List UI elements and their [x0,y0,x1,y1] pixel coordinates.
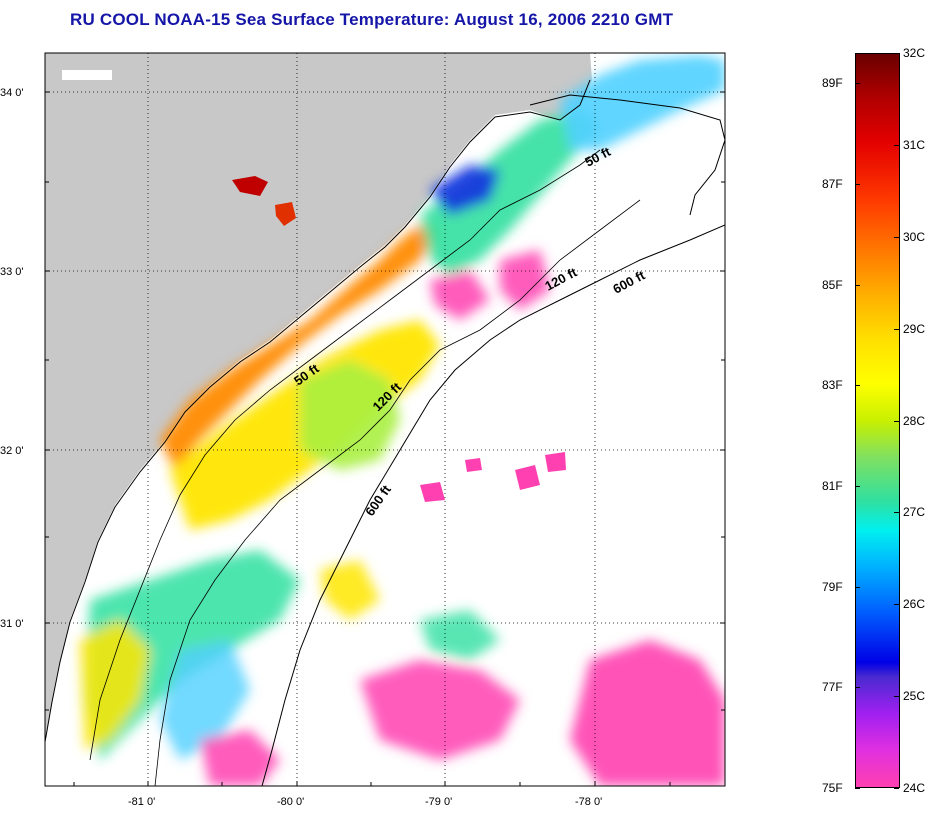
lon-label-81: -81 0' [128,796,155,808]
colorbar-fahrenheit-tick [855,485,860,487]
colorbar-celsius-label: 30C [903,229,926,244]
colorbar-fahrenheit-label: 89F [822,76,843,91]
colorbar-celsius-label: 29C [903,321,926,336]
map-frame [44,52,726,787]
temperature-colorbar [855,53,900,788]
lat-label-31: 31 0' [0,618,24,630]
colorbar-celsius-label: 26C [903,597,926,612]
isobath-600ft [261,224,725,786]
colorbar-fahrenheit-tick [855,586,860,588]
axis-ticks [45,91,725,786]
colorbar-celsius-label: 31C [903,137,926,152]
colorbar-celsius-tick [894,512,899,514]
colorbar-fahrenheit-label: 83F [822,378,843,393]
sst-field [45,53,725,786]
inland-warm-lake-2 [275,202,296,226]
colorbar-celsius-tick [894,328,899,330]
isobath-50ft [89,149,601,761]
isobath-120ft [154,199,641,786]
colorbar-fahrenheit-tick [855,284,860,286]
colorbar-celsius-label: 25C [903,689,926,704]
colorbar-fahrenheit-tick [855,183,860,185]
colorbar-fahrenheit-tick [855,788,860,789]
lat-label-33: 33 0' [0,266,24,278]
coastline [45,79,591,743]
colorbar-celsius-tick [894,236,899,238]
colorbar-fahrenheit-label: 77F [822,680,843,695]
colorbar-fahrenheit-tick [855,83,860,85]
colorbar-fahrenheit-label: 75F [822,781,843,795]
land-mass [45,53,592,740]
map-title: RU COOL NOAA-15 Sea Surface Temperature:… [70,10,674,29]
colorbar-celsius-tick [894,696,899,698]
land-white-marker [62,70,112,80]
colorbar-fahrenheit-label: 81F [822,478,843,493]
graticule [45,53,725,786]
colorbar-fahrenheit-tick [855,385,860,387]
colorbar-celsius-label: 27C [903,505,926,520]
colorbar-fahrenheit-tick [855,687,860,689]
colorbar-fahrenheit-label: 79F [822,579,843,594]
colorbar-fahrenheit-label: 87F [822,176,843,191]
colorbar-celsius-label: 28C [903,413,926,428]
colorbar-celsius-tick [894,53,899,54]
offshore-cold-patch-4 [420,482,445,502]
colorbar-celsius-label: 32C [903,46,926,60]
colorbar-celsius-tick [894,420,899,422]
lon-label-78: -78 0' [575,796,602,808]
colorbar-fahrenheit-label: 85F [822,277,843,292]
colorbar-celsius-tick [894,604,899,606]
lat-label-34: 34 0' [0,87,24,99]
colorbar-celsius-tick [894,144,899,146]
lat-label-32: 32 0' [0,445,24,457]
shelf-edge-north [529,94,725,216]
offshore-cold-patch-3 [465,458,482,472]
lon-label-80: -80 0' [277,796,304,808]
colorbar-celsius-tick [894,788,899,789]
lon-label-79: -79 0' [425,796,452,808]
offshore-cold-patch-1 [515,465,540,490]
offshore-cold-patch-2 [545,452,566,472]
inland-warm-lake-1 [232,176,268,196]
colorbar-celsius-label: 24C [903,781,926,795]
